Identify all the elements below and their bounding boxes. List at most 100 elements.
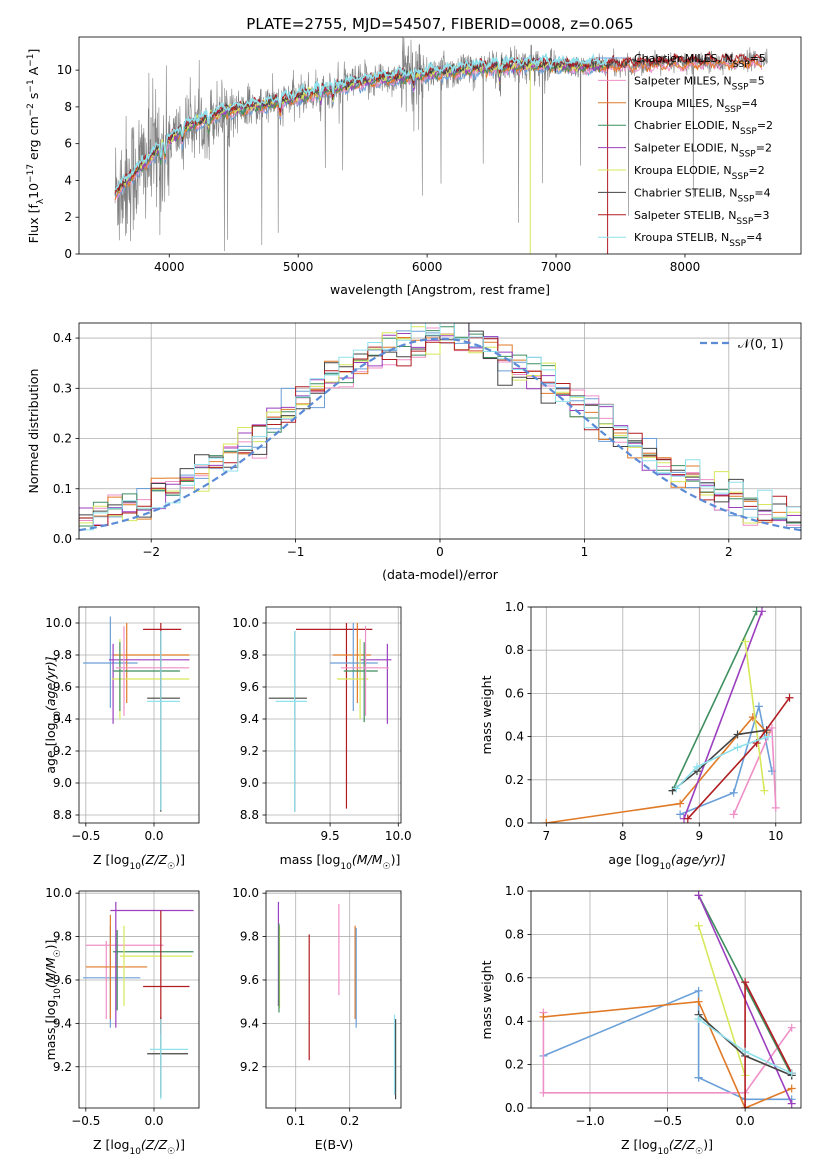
errorbar-point-6 <box>268 631 307 812</box>
weight-vs-z-axes: −1.0 −0.5 0.0 0.0 0.2 0.4 0.6 0.8 1.0 <box>505 884 802 1128</box>
errorbar-point-8 <box>115 626 190 716</box>
legend-label-part: Kroupa MILES, N <box>634 97 724 110</box>
histogram-xlabel: (data-model)/error <box>382 567 499 582</box>
weight-marker <box>764 732 773 741</box>
legend-label-part: Salpeter MILES, N <box>634 74 732 87</box>
errorbar-point-4 <box>113 642 180 711</box>
mass-vs-ebv-ticks: 0.1 0.2 9.2 9.4 9.6 9.8 10.0 <box>232 886 359 1128</box>
residuals-grid <box>79 323 801 540</box>
histogram-legend: 𝒩(0, 1) <box>700 336 784 351</box>
histogram-series-5 <box>79 326 801 539</box>
errorbar-point-0 <box>296 623 373 809</box>
legend-label-part: SSP <box>732 172 749 182</box>
x-tick-label: −1.0 <box>575 1114 604 1128</box>
histogram-ylabel-part: Normed distribution <box>26 369 41 494</box>
age-vs-mass-xlabel-part: 10 <box>340 862 352 872</box>
errorbar-point-1 <box>113 623 190 703</box>
legend-label: Chabrier MILES, NSSP=5 <box>634 52 766 70</box>
legend-label: Kroupa MILES, NSSP=4 <box>634 97 758 115</box>
y-tick-label: 8.8 <box>240 808 259 822</box>
weight-vs-z-xlabel-part: (Z/Z <box>669 1137 696 1152</box>
weight-vs-z-xlabel-part: 10 <box>657 1147 669 1157</box>
mass-vs-z-ylabel: mass [log10(M/M☉)] <box>43 940 63 1061</box>
residuals-plot-area <box>79 323 801 539</box>
errorbar-point-3 <box>111 639 190 719</box>
legend-label-part: =2 <box>756 142 772 155</box>
y-tick-label: 9.8 <box>53 648 72 662</box>
y-tick-label: 0.0 <box>53 532 72 546</box>
weight-vs-age-xlabel-part: age [log <box>608 852 659 867</box>
x-tick-label: 10 <box>768 829 783 843</box>
weight-line <box>672 729 767 792</box>
y-tick-label: 9.2 <box>53 744 72 758</box>
age-vs-mass-axes: 9.5 10.0 8.8 9.0 9.2 9.4 9.6 9.8 10.0 <box>232 606 412 843</box>
legend-label-part: SSP <box>736 217 753 227</box>
mass-vs-z-ylabel-part: 10 <box>53 988 63 1000</box>
x-tick-label: 8 <box>619 829 627 843</box>
mass-vs-z-grid <box>79 891 199 1108</box>
residuals-frame <box>78 322 802 540</box>
age-vs-z-xlabel-part: )] <box>175 852 185 867</box>
errorbar-point-2 <box>109 643 190 724</box>
legend-label-part: Chabrier ELODIE, N <box>634 119 740 132</box>
x-tick-label: −0.5 <box>71 829 100 843</box>
weight-marker <box>539 1088 548 1097</box>
weight-marker <box>694 921 703 930</box>
weight-marker <box>787 1099 796 1108</box>
y-tick-label: 0.3 <box>53 381 72 395</box>
legend-label-part: SSP <box>729 239 746 249</box>
weight-vs-z-xlabel-part: Z [log <box>621 1137 657 1152</box>
mass-vs-ebv-axes: 0.1 0.2 9.2 9.4 9.6 9.8 10.0 <box>232 886 402 1128</box>
mass-vs-ebv-xlabel: E(B-V) <box>315 1137 354 1152</box>
y-tick-label: 10.0 <box>45 616 72 630</box>
y-tick-label: 0.4 <box>53 331 72 345</box>
x-tick-label: 0.0 <box>144 829 163 843</box>
legend-label-part: =2 <box>749 164 765 177</box>
age-vs-z-xlabel-part: (Z/Z <box>141 852 168 867</box>
spectrum-xlabel-part: wavelength [Angstrom, rest frame] <box>330 282 550 297</box>
weight-series-8 <box>672 732 773 793</box>
y-tick-label: 0.2 <box>505 773 524 787</box>
weight-marker <box>694 1073 703 1082</box>
x-tick-label: 0.1 <box>286 1114 305 1128</box>
mass-vs-ebv-xlabel-part: E(B-V) <box>315 1137 354 1152</box>
y-tick-label: 0.0 <box>505 1101 524 1115</box>
weight-marker <box>741 1047 750 1056</box>
errorbar-point-0 <box>83 925 141 1028</box>
weight-marker <box>683 814 692 823</box>
x-tick-label: 2 <box>725 545 733 559</box>
spectrum-ylabel-part: −17 <box>26 164 36 183</box>
y-tick-label: 9.6 <box>240 680 259 694</box>
errorbar-point-8 <box>149 1019 189 1100</box>
mass-vs-ebv-plot-area <box>277 901 397 1100</box>
age-vs-z-frame <box>78 606 200 824</box>
x-tick-label: 1 <box>581 545 589 559</box>
weight-vs-z-ticks: −1.0 −0.5 0.0 0.0 0.2 0.4 0.6 0.8 1.0 <box>505 884 755 1128</box>
mass-vs-z-frame <box>78 890 200 1109</box>
spectrum-ylabel-part: erg cm <box>26 116 41 164</box>
age-vs-mass-xlabel-part: (M/M <box>352 852 383 867</box>
weight-marker <box>741 978 750 987</box>
weight-vs-z-xlabel-part: )] <box>703 1137 713 1152</box>
errorbar-point-4 <box>110 901 194 1028</box>
y-tick-label: 0.6 <box>505 971 524 985</box>
legend-label: Chabrier ELODIE, NSSP=2 <box>634 119 773 137</box>
weight-marker <box>694 997 703 1006</box>
weight-vs-z-frame <box>530 890 802 1109</box>
weight-marker <box>771 803 780 812</box>
spectrum-ylabel-part: ] <box>26 49 41 54</box>
age-vs-z-xlabel-part: ☉ <box>167 862 175 872</box>
legend-label-part: =2 <box>757 119 773 132</box>
errorbar-point-1 <box>85 940 164 1020</box>
x-tick-label: 6000 <box>412 260 443 274</box>
x-tick-label: −0.5 <box>653 1114 682 1128</box>
x-tick-label: 7 <box>542 829 550 843</box>
weight-series-0 <box>676 702 776 819</box>
spectrum-ylabel-part: Flux [f <box>26 204 41 244</box>
y-tick-label: 9.0 <box>240 776 259 790</box>
mass-vs-z-ylabel-part: ☉ <box>53 949 63 957</box>
weight-vs-z-xlabel: Z [log10(Z/Z☉)] <box>621 1137 713 1157</box>
mass-vs-z-xlabel-part: ☉ <box>167 1147 175 1157</box>
errorbar-point-6 <box>147 1016 189 1098</box>
